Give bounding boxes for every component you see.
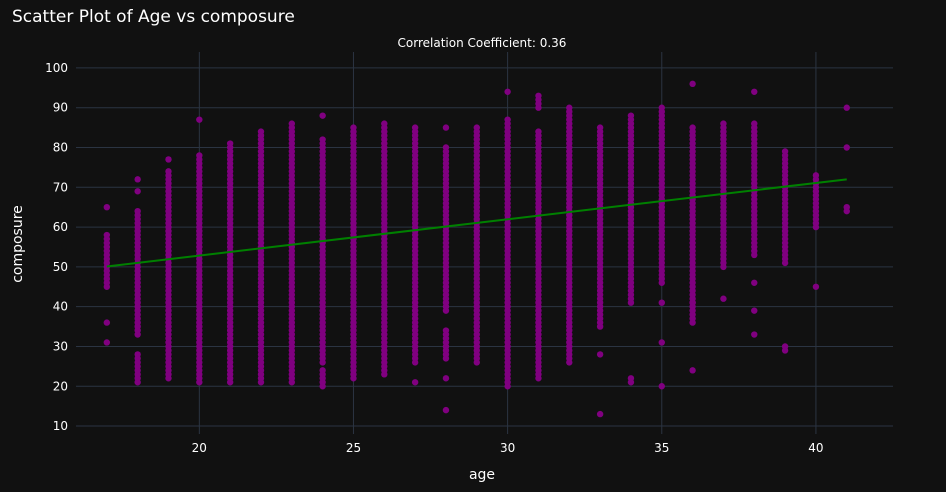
data-point	[843, 203, 850, 211]
data-point	[442, 124, 450, 131]
data-point	[257, 128, 265, 135]
trendline	[106, 178, 847, 268]
y-tick-label: 10	[53, 419, 68, 433]
data-point	[103, 319, 111, 326]
data-point	[319, 112, 326, 119]
data-point	[658, 383, 665, 390]
data-point	[134, 176, 141, 183]
data-point	[103, 203, 111, 211]
y-axis-label: composure	[10, 205, 26, 283]
data-point	[442, 375, 450, 382]
axes: 20 25 30 35 40 10 20 30 40 50 60 70 80 90 100	[45, 61, 823, 455]
data-point	[103, 231, 111, 239]
data-point	[781, 343, 789, 350]
data-point	[751, 307, 758, 314]
data-point	[134, 351, 141, 358]
data-point	[319, 367, 326, 374]
data-point	[751, 331, 758, 338]
data-point	[504, 116, 511, 123]
chart-subtitle: Correlation Coefficient: 0.36	[398, 36, 567, 50]
data-point	[566, 104, 573, 111]
data-point	[411, 124, 419, 131]
data-points	[103, 80, 850, 418]
data-point	[720, 120, 727, 127]
data-point	[350, 124, 357, 131]
data-point	[535, 128, 542, 135]
x-tick-label: 40	[808, 441, 823, 455]
y-tick-label: 50	[53, 260, 68, 274]
data-point	[689, 299, 696, 306]
data-point	[658, 339, 665, 346]
data-point	[473, 124, 480, 131]
data-point	[381, 120, 388, 127]
y-tick-label: 80	[53, 141, 68, 155]
data-point	[504, 88, 511, 95]
data-point	[196, 152, 203, 159]
x-tick-label: 35	[654, 441, 669, 455]
data-point	[288, 120, 296, 127]
y-tick-label: 30	[53, 339, 68, 353]
trendline-layer	[106, 178, 847, 268]
data-point	[843, 144, 850, 151]
data-point	[442, 327, 450, 334]
data-point	[627, 375, 635, 382]
y-tick-label: 100	[45, 61, 68, 75]
data-point	[658, 104, 665, 111]
data-point	[319, 136, 326, 143]
data-point	[596, 410, 604, 418]
data-point	[751, 88, 758, 95]
y-tick-label: 70	[53, 180, 68, 194]
data-point	[812, 283, 820, 290]
data-point	[658, 299, 665, 306]
data-point	[812, 172, 820, 179]
data-point	[596, 124, 604, 131]
x-tick-label: 30	[500, 441, 515, 455]
data-point	[843, 104, 850, 111]
data-point	[781, 148, 789, 155]
x-tick-label: 20	[192, 441, 207, 455]
data-point	[689, 367, 696, 374]
y-tick-label: 40	[53, 300, 68, 314]
data-point	[751, 120, 758, 127]
x-axis-label: age	[469, 467, 495, 483]
data-point	[165, 168, 172, 175]
data-point	[689, 124, 696, 131]
data-point	[751, 279, 758, 286]
data-point	[689, 80, 696, 88]
data-point	[442, 144, 450, 151]
data-point	[226, 140, 234, 147]
data-point	[134, 188, 141, 195]
x-tick-label: 25	[346, 441, 361, 455]
chart-title: Scatter Plot of Age vs composure	[12, 7, 295, 27]
data-point	[411, 379, 419, 386]
data-point	[165, 156, 172, 163]
data-point	[196, 116, 203, 123]
data-point	[442, 406, 450, 414]
data-point	[103, 339, 111, 346]
data-point	[720, 295, 727, 302]
data-point	[134, 207, 141, 215]
data-point	[196, 379, 203, 386]
y-tick-label: 20	[53, 379, 68, 393]
data-point	[627, 112, 635, 119]
y-tick-label: 60	[53, 220, 68, 234]
data-point	[596, 351, 604, 358]
data-point	[535, 92, 542, 99]
y-tick-label: 90	[53, 101, 68, 115]
